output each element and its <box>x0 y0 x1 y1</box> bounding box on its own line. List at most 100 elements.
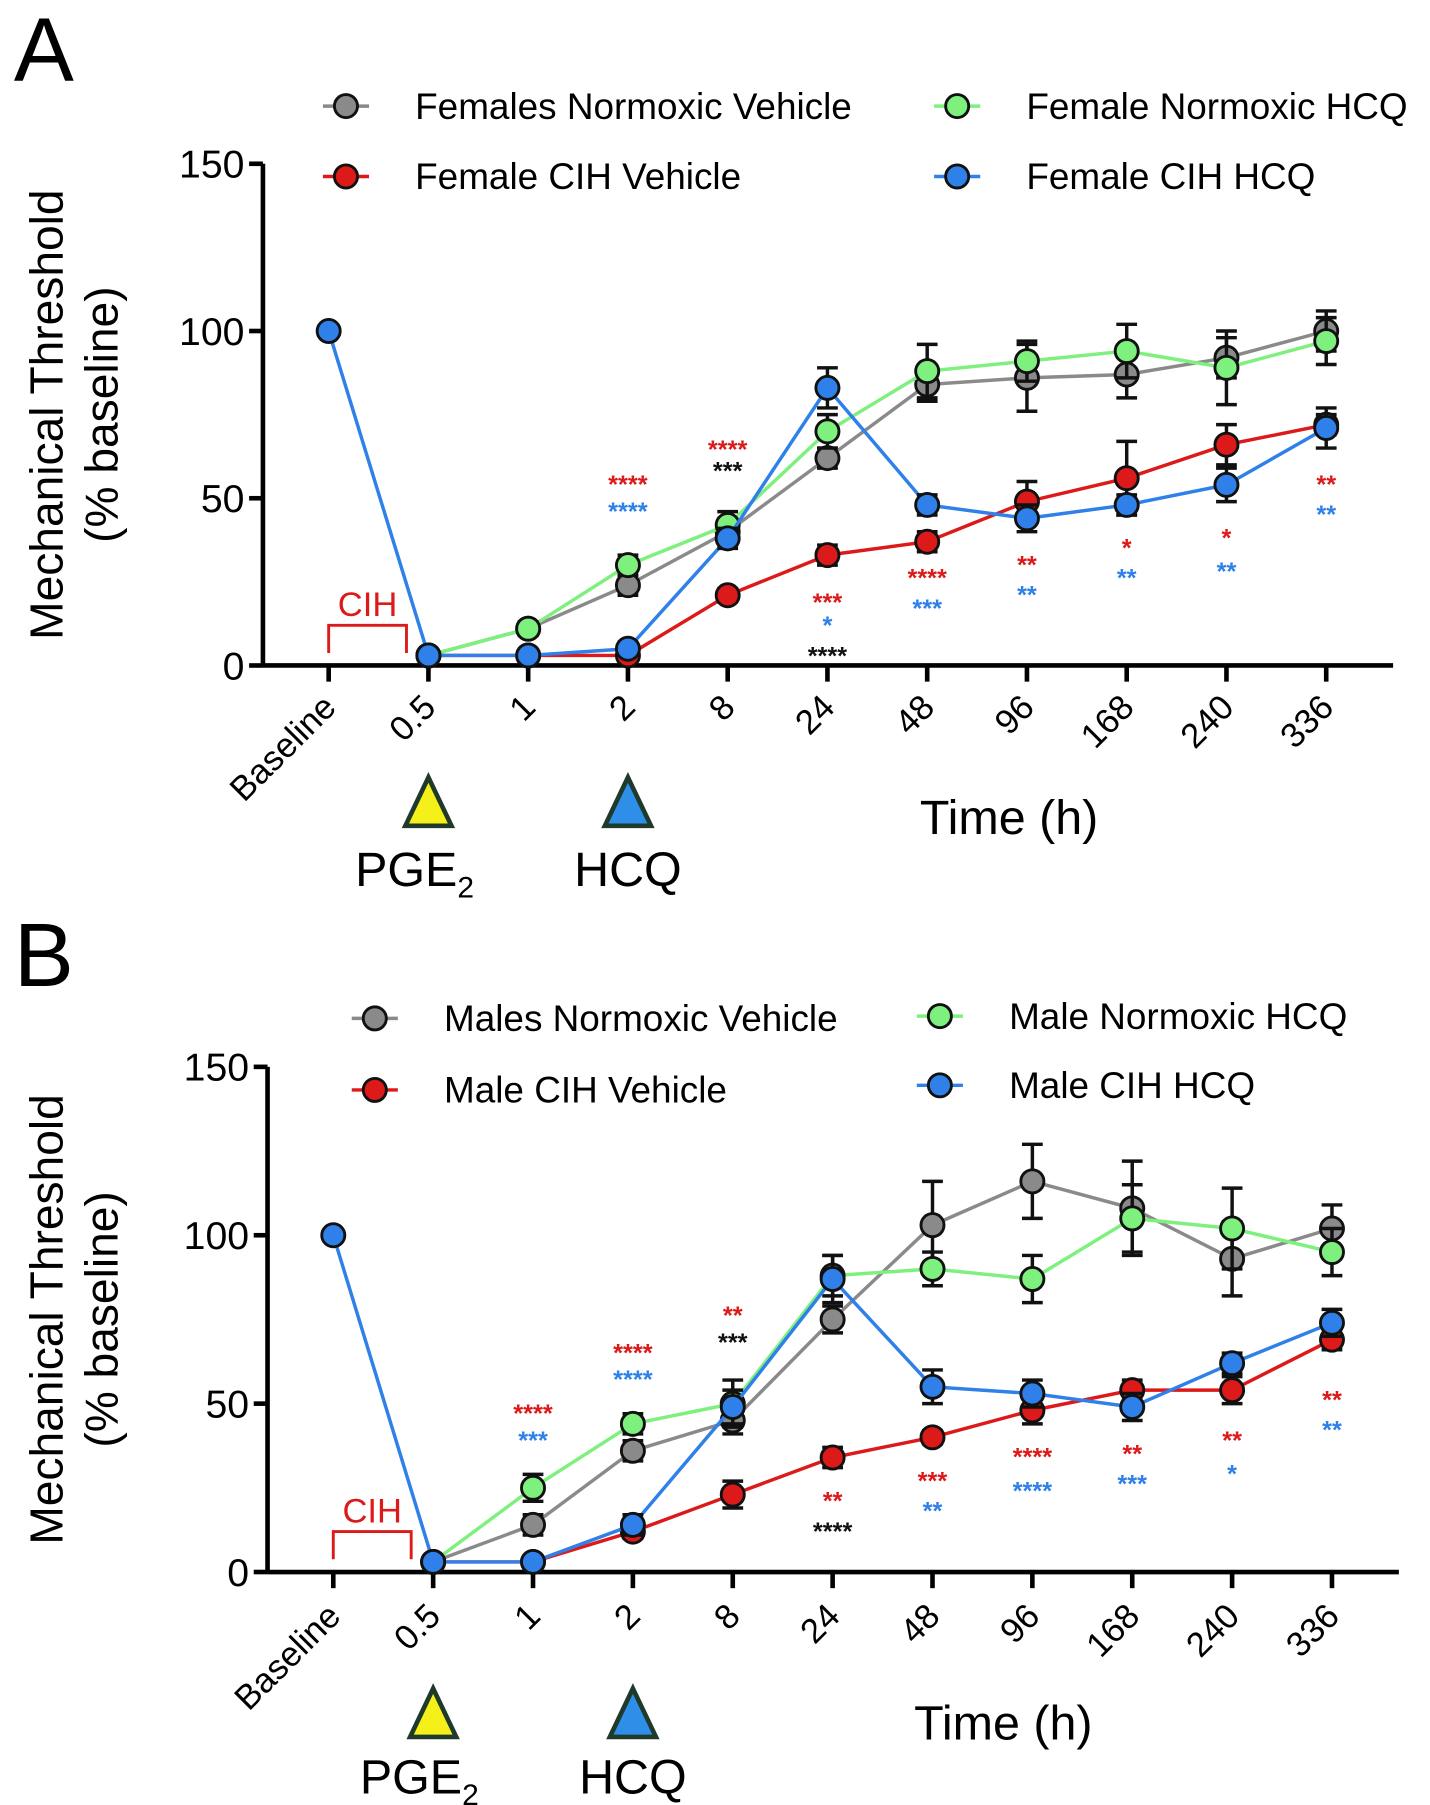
y-tick-label: 0 <box>223 645 245 688</box>
data-point <box>1019 1380 1046 1407</box>
significance-annotation: ** <box>1217 558 1237 586</box>
data-point <box>1013 505 1040 532</box>
x-tick-label: 48 <box>888 688 942 742</box>
x-tick-label: 8 <box>702 688 742 728</box>
hcq-label: HCQ <box>579 1750 687 1804</box>
panel-label: B <box>14 906 74 1006</box>
x-tick-label: 168 <box>1074 688 1142 756</box>
data-point <box>919 1373 946 1400</box>
x-tick-label: 1 <box>503 688 543 728</box>
significance-annotation: ** <box>1122 1440 1142 1468</box>
data-point <box>1113 338 1140 365</box>
data-point <box>614 552 641 579</box>
data-point <box>919 1212 946 1239</box>
significance-annotation: *** <box>718 1329 748 1357</box>
x-tick-label: 168 <box>1079 1597 1147 1665</box>
legend-label: Female CIH Vehicle <box>415 156 741 197</box>
significance-annotation: * <box>1122 535 1132 563</box>
significance-annotation: **** <box>808 642 848 670</box>
significance-annotation: **** <box>608 471 648 499</box>
panel-b: B 0 50 100 150 Baseline 0.5 1 2 8 24 48 96 168 240 336 M… <box>14 906 1399 1805</box>
y-tick-label: 0 <box>227 1552 249 1595</box>
data-point <box>420 1548 447 1575</box>
data-point <box>1213 354 1240 381</box>
y-axis-label: Mechanical Threshold <box>20 189 72 639</box>
data-point <box>1319 1239 1345 1266</box>
legend-label: Male Normoxic HCQ <box>1009 996 1347 1037</box>
data-point <box>819 1266 846 1292</box>
series-female-normoxic-hcq <box>415 315 1340 669</box>
significance-annotation: *** <box>918 1467 948 1495</box>
marker-label-subscript: 2 <box>457 871 474 904</box>
y-tick-label: 150 <box>184 1047 249 1090</box>
x-axis-label: Time (h) <box>920 791 1098 845</box>
data-point <box>515 615 542 642</box>
significance-annotation: **** <box>1013 1444 1053 1472</box>
hcq-triangle-marker <box>606 1683 660 1740</box>
significance-annotation: ** <box>1322 1417 1342 1445</box>
series-female-cih-vehicle <box>415 411 1340 669</box>
significance-annotation: *** <box>713 458 743 486</box>
data-point <box>1119 1205 1146 1232</box>
significance-annotation: ** <box>723 1302 743 1330</box>
x-tick-label: 8 <box>707 1597 747 1637</box>
legend-label: Males Normoxic Vehicle <box>444 998 838 1039</box>
data-point <box>1313 415 1340 441</box>
significance-annotation: **** <box>613 1339 653 1367</box>
data-point <box>714 582 741 609</box>
data-point <box>914 491 941 518</box>
x-tick-label: 48 <box>893 1597 947 1651</box>
y-axis-label: Mechanical Threshold <box>20 1094 72 1544</box>
x-tick-label: 1 <box>507 1597 547 1637</box>
data-point <box>515 642 542 669</box>
data-point <box>819 1306 846 1333</box>
data-point <box>1213 471 1240 498</box>
significance-annotation: ** <box>1316 471 1336 499</box>
data-point <box>1213 431 1240 458</box>
x-tick-label: 2 <box>602 688 642 728</box>
x-axis-label: Time (h) <box>914 1696 1092 1750</box>
data-point <box>1119 1394 1146 1420</box>
x-tick-label: 2 <box>607 1597 647 1637</box>
data-point <box>415 642 442 669</box>
legend-label: Male CIH Vehicle <box>444 1070 727 1111</box>
cih-bracket <box>331 1530 413 1560</box>
data-point <box>1019 1168 1046 1195</box>
pge-label: PGE2 <box>355 843 474 905</box>
data-point <box>1313 328 1340 355</box>
x-tick-label: 24 <box>793 1597 847 1651</box>
data-point <box>520 1548 546 1575</box>
data-point <box>1113 465 1140 492</box>
cih-label: CIH <box>338 586 398 624</box>
significance-annotation: ** <box>1316 501 1336 529</box>
significance-annotation: *** <box>1117 1471 1147 1499</box>
panel-a: A 0 50 100 150 Baseline 0.5 1 2 8 24 48 96 168 240 336 M… <box>14 1 1408 905</box>
x-tick-label: 0.5 <box>382 688 443 749</box>
series-male-cih-vehicle <box>420 1326 1345 1575</box>
significance-annotation: **** <box>1013 1477 1053 1505</box>
cih-bracket <box>327 623 408 654</box>
marker-label-text: PGE <box>355 843 457 897</box>
significance-annotation: * <box>1222 525 1232 553</box>
series-line <box>433 1338 1333 1564</box>
significance-annotation: ** <box>1117 565 1137 593</box>
pge-triangle-marker <box>401 771 456 829</box>
panel-label: A <box>14 1 74 101</box>
x-tick-label: 240 <box>1174 688 1242 756</box>
significance-annotation: **** <box>708 436 748 464</box>
data-point <box>714 525 741 552</box>
y-tick-label: 50 <box>205 1383 249 1426</box>
pge-triangle-marker <box>406 1683 460 1740</box>
data-point <box>819 1444 846 1471</box>
legend-marker <box>944 163 971 190</box>
significance-annotation: ** <box>823 1487 843 1515</box>
data-point <box>719 1394 746 1420</box>
data-point <box>1319 1309 1345 1336</box>
data-point <box>619 1410 646 1437</box>
legend-marker <box>332 163 359 190</box>
data-point <box>1219 1350 1246 1377</box>
legend-marker <box>332 93 359 120</box>
data-point <box>1113 491 1140 518</box>
x-tick-label: 336 <box>1273 688 1341 756</box>
